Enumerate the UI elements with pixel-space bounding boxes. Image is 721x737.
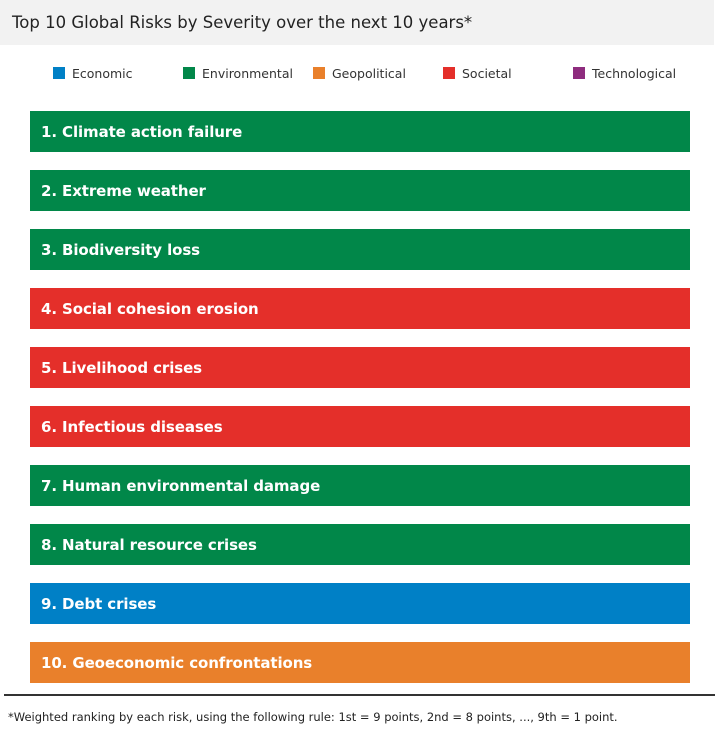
risk-label-5: 5. Livelihood crises bbox=[41, 358, 203, 377]
chart-footnote: *Weighted ranking by each risk, using th… bbox=[8, 710, 618, 724]
legend-item-environmental: Environmental bbox=[183, 60, 293, 86]
legend-item-economic: Economic bbox=[53, 60, 133, 86]
legend-swatch-societal bbox=[443, 67, 455, 79]
chart-title-bar: Top 10 Global Risks by Severity over the… bbox=[0, 0, 714, 45]
chart-legend: Economic Environmental Geopolitical Societa… bbox=[0, 60, 721, 86]
legend-swatch-environmental bbox=[183, 67, 195, 79]
legend-item-technological: Technological bbox=[573, 60, 676, 86]
legend-item-societal: Societal bbox=[443, 60, 512, 86]
risk-label-1: 1. Climate action failure bbox=[41, 122, 243, 141]
legend-label-geopolitical: Geopolitical bbox=[332, 65, 406, 81]
risk-bar-1: 1. Climate action failure bbox=[30, 111, 690, 152]
risk-label-9: 9. Debt crises bbox=[41, 594, 157, 613]
risk-label-2: 2. Extreme weather bbox=[41, 181, 206, 200]
legend-item-geopolitical: Geopolitical bbox=[313, 60, 406, 86]
risk-bar-7: 7. Human environmental damage bbox=[30, 465, 690, 506]
risk-bar-8: 8. Natural resource crises bbox=[30, 524, 690, 565]
chart-title: Top 10 Global Risks by Severity over the… bbox=[12, 13, 473, 32]
risk-bar-9: 9. Debt crises bbox=[30, 583, 690, 624]
legend-label-economic: Economic bbox=[72, 65, 133, 81]
risk-bar-6: 6. Infectious diseases bbox=[30, 406, 690, 447]
legend-swatch-economic bbox=[53, 67, 65, 79]
legend-swatch-technological bbox=[573, 67, 585, 79]
risk-label-10: 10. Geoeconomic confrontations bbox=[41, 653, 313, 672]
risk-label-8: 8. Natural resource crises bbox=[41, 535, 257, 554]
risk-bar-3: 3. Biodiversity loss bbox=[30, 229, 690, 270]
risk-label-4: 4. Social cohesion erosion bbox=[41, 299, 259, 318]
legend-label-societal: Societal bbox=[462, 65, 512, 81]
risk-label-7: 7. Human environmental damage bbox=[41, 476, 321, 495]
footnote-divider bbox=[4, 694, 715, 696]
legend-label-environmental: Environmental bbox=[202, 65, 293, 81]
risk-bar-2: 2. Extreme weather bbox=[30, 170, 690, 211]
risk-bar-5: 5. Livelihood crises bbox=[30, 347, 690, 388]
legend-label-technological: Technological bbox=[592, 65, 677, 81]
risk-bar-4: 4. Social cohesion erosion bbox=[30, 288, 690, 329]
risk-label-3: 3. Biodiversity loss bbox=[41, 240, 201, 259]
risk-bars: 1. Climate action failure 2. Extreme weat… bbox=[30, 111, 690, 683]
risk-label-6: 6. Infectious diseases bbox=[41, 417, 223, 436]
risk-bar-10: 10. Geoeconomic confrontations bbox=[30, 642, 690, 683]
legend-swatch-geopolitical bbox=[313, 67, 325, 79]
